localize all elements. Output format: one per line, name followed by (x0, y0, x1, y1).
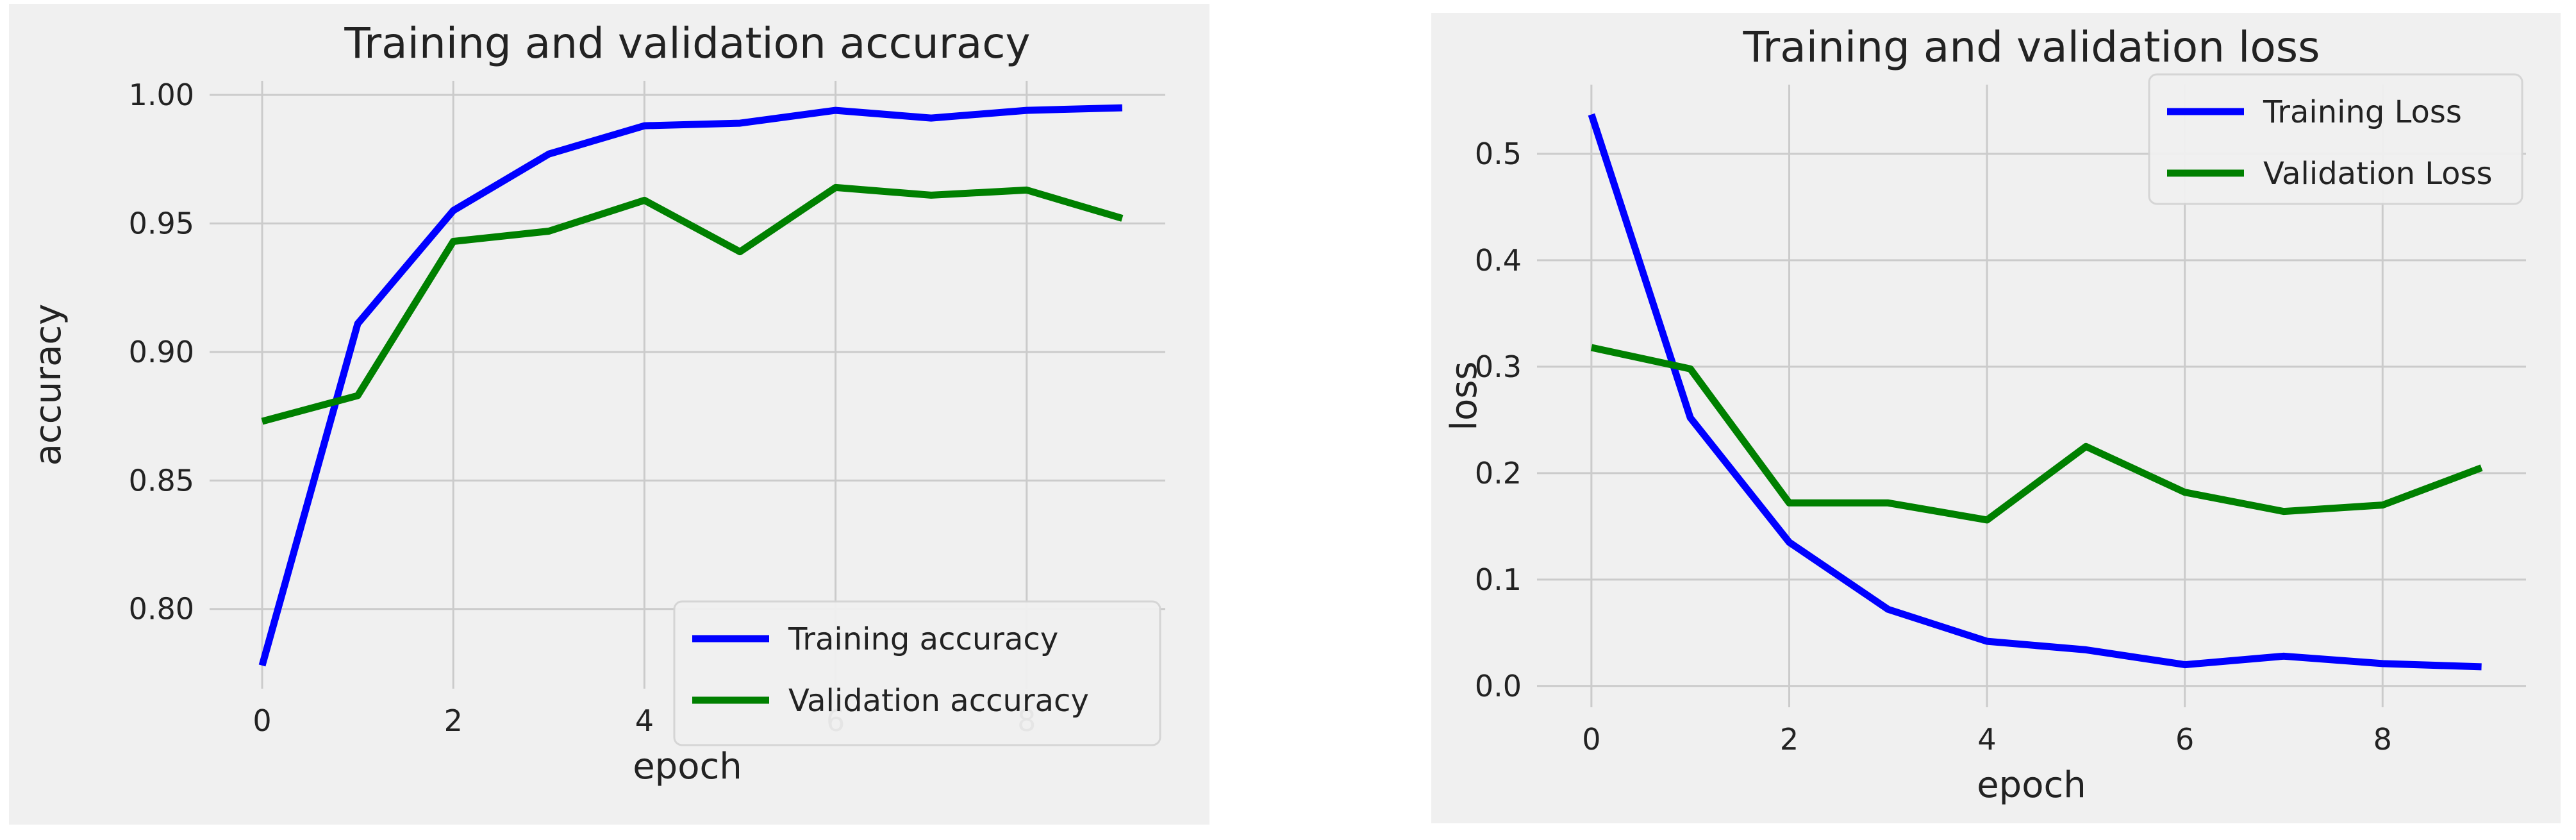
loss-y-tick-label: 0.3 (1475, 349, 1522, 384)
accuracy-chart-title: Training and validation accuracy (344, 19, 1030, 68)
accuracy-legend-label: Training accuracy (788, 621, 1058, 657)
loss-y-tick-label: 0.0 (1475, 669, 1522, 703)
accuracy-legend: Training accuracy Validation accuracy (673, 600, 1161, 746)
accuracy-legend-label: Validation accuracy (788, 683, 1089, 719)
accuracy-y-tick-label: 1.00 (129, 78, 194, 112)
loss-x-tick-label: 4 (1977, 722, 1996, 757)
loss-x-tick-label: 2 (1780, 722, 1799, 757)
accuracy-legend-box (673, 600, 1161, 746)
accuracy-series-line-training (258, 104, 1123, 667)
loss-y-tick-label: 0.2 (1475, 456, 1522, 491)
loss-series-line-training (1588, 113, 2482, 671)
loss-legend-label: Validation Loss (2263, 156, 2493, 192)
accuracy-x-axis-label: epoch (633, 746, 742, 787)
loss-x-axis-label: epoch (1977, 764, 2086, 806)
loss-x-tick-label: 6 (2175, 722, 2194, 757)
loss-y-tick-label: 0.1 (1475, 562, 1522, 597)
accuracy-y-tick-label: 0.95 (129, 206, 194, 240)
accuracy-x-tick-label: 4 (635, 703, 654, 738)
accuracy-x-tick-label: 0 (253, 703, 271, 738)
loss-legend: Training Loss Validation Loss (2148, 73, 2523, 205)
accuracy-y-tick-label: 0.90 (129, 335, 194, 369)
loss-y-tick-label: 0.5 (1475, 137, 1522, 171)
accuracy-y-tick-label: 0.85 (129, 463, 194, 498)
accuracy-x-tick-label: 2 (444, 703, 463, 738)
loss-legend-label: Training Loss (2263, 94, 2462, 130)
accuracy-y-axis-label: accuracy (28, 304, 69, 466)
loss-chart-svg: 0 2 4 6 8 0.0 0.1 0.2 0.3 0.4 0.5 Training and vali… (1443, 22, 2526, 806)
accuracy-y-tick-label: 0.80 (129, 592, 194, 626)
accuracy-gridlines (210, 81, 1165, 689)
loss-x-tick-label: 0 (1582, 722, 1600, 757)
loss-chart: 0 2 4 6 8 0.0 0.1 0.2 0.3 0.4 0.5 Training and vali… (1431, 13, 2561, 823)
loss-y-tick-label: 0.4 (1475, 243, 1522, 278)
loss-x-tick-label: 8 (2373, 722, 2392, 757)
loss-y-axis-label: loss (1443, 361, 1485, 430)
loss-chart-title: Training and validation loss (1743, 22, 2320, 72)
accuracy-series-line-validation (261, 183, 1124, 425)
loss-series-line-validation (1590, 344, 2483, 524)
